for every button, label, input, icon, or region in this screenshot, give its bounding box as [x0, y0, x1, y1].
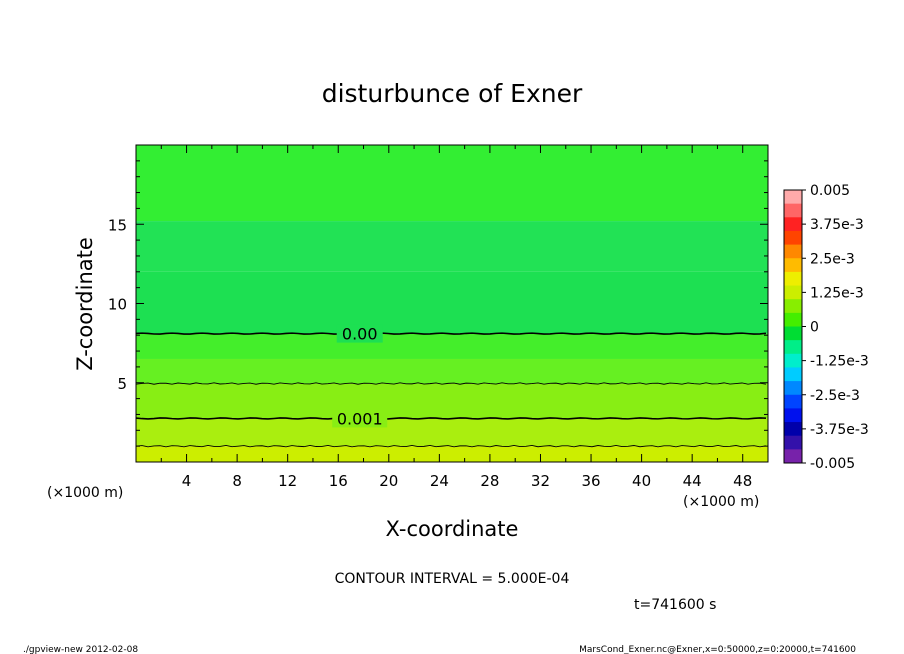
field-band-0 — [136, 145, 768, 222]
colorbar-label: -1.25e-3 — [810, 354, 869, 370]
footer-left: ./gpview-new 2012-02-08 — [23, 645, 138, 654]
colorbar-segment-4 — [784, 244, 802, 259]
time-label: t=741600 s — [634, 597, 716, 613]
contour-label-2: 0.001 — [337, 409, 383, 428]
field-band-4 — [136, 358, 768, 384]
colorbar-label: 3.75e-3 — [810, 217, 864, 233]
field-band-7 — [136, 446, 768, 462]
x-tick-label: 40 — [632, 472, 651, 490]
chart-title: disturbunce of Exner — [322, 79, 583, 108]
field-bands — [136, 145, 768, 462]
x-tick-label: 32 — [531, 472, 550, 490]
field-band-2 — [136, 271, 768, 334]
y-tick-label: 10 — [108, 296, 127, 314]
x-tick-label: 20 — [379, 472, 398, 490]
x-tick-label: 28 — [480, 472, 499, 490]
colorbar-segment-16 — [784, 408, 802, 423]
colorbar-segment-5 — [784, 258, 802, 273]
colorbar-segment-17 — [784, 422, 802, 437]
contour-lines — [135, 332, 767, 448]
x-axis-unit-left: (×1000 m) — [47, 485, 123, 501]
colorbar-segment-12 — [784, 353, 802, 368]
contour-line-0 — [135, 332, 767, 335]
colorbar-label: 0 — [810, 320, 819, 336]
contour-line-2 — [135, 417, 767, 420]
field-band-6 — [136, 418, 768, 447]
colorbar — [783, 189, 803, 464]
contour-line-1 — [135, 382, 767, 385]
colorbar-segment-13 — [784, 367, 802, 382]
colorbar-segment-2 — [784, 217, 802, 232]
x-tick-label: 48 — [733, 472, 752, 490]
x-tick-label: 24 — [430, 472, 449, 490]
colorbar-segment-11 — [784, 340, 802, 355]
contour-line-3 — [135, 444, 767, 448]
colorbar-segment-0 — [784, 190, 802, 205]
y-axis-ticks: 5 10 15 — [108, 160, 768, 447]
colorbar-labels: 0.005 3.75e-3 2.5e-3 1.25e-3 0 -1.25e-3 -2.5e-… — [802, 183, 869, 472]
y-tick-label: 5 — [117, 375, 127, 393]
footer-right: MarsCond_Exner.nc@Exner,x=0:50000,z=0:20… — [579, 645, 856, 654]
colorbar-segment-7 — [784, 285, 802, 300]
colorbar-segment-9 — [784, 312, 802, 327]
colorbar-segment-18 — [784, 435, 802, 450]
x-tick-label: 4 — [182, 472, 192, 490]
contour-label-0: 0.00 — [342, 325, 378, 344]
colorbar-label: 0.005 — [810, 183, 850, 199]
colorbar-label: -2.5e-3 — [810, 388, 860, 404]
colorbar-segment-19 — [784, 449, 802, 464]
y-tick-label: 15 — [108, 216, 127, 234]
colorbar-segment-14 — [784, 381, 802, 396]
x-axis-ticks: 4 8 12 16 20 24 28 32 36 40 44 48 — [160, 145, 752, 490]
x-axis-label: X-coordinate — [386, 517, 519, 541]
colorbar-label: -3.75e-3 — [810, 422, 869, 438]
x-axis-unit-right: (×1000 m) — [683, 494, 759, 510]
x-tick-label: 12 — [278, 472, 297, 490]
y-axis-label: Z-coordinate — [73, 237, 97, 371]
contour-labels: 0.00 0.001 — [332, 324, 388, 428]
x-tick-label: 44 — [683, 472, 702, 490]
colorbar-label: -0.005 — [810, 456, 855, 472]
colorbar-segment-8 — [784, 299, 802, 314]
field-band-3 — [136, 333, 768, 359]
colorbar-segment-15 — [784, 394, 802, 409]
x-tick-label: 8 — [232, 472, 242, 490]
colorbar-segment-1 — [784, 203, 802, 218]
field-band-1 — [136, 221, 768, 272]
colorbar-label: 2.5e-3 — [810, 251, 855, 267]
x-tick-label: 16 — [329, 472, 348, 490]
x-tick-label: 36 — [581, 472, 600, 490]
colorbar-label: 1.25e-3 — [810, 285, 864, 301]
contour-label-bg-0 — [336, 324, 383, 343]
contour-label-bg-2 — [332, 409, 388, 428]
contour-interval: CONTOUR INTERVAL = 5.000E-04 — [335, 571, 570, 587]
colorbar-segment-10 — [784, 326, 802, 341]
colorbar-segment-6 — [784, 271, 802, 287]
field-band-5 — [136, 383, 768, 419]
colorbar-segment-3 — [784, 230, 802, 246]
